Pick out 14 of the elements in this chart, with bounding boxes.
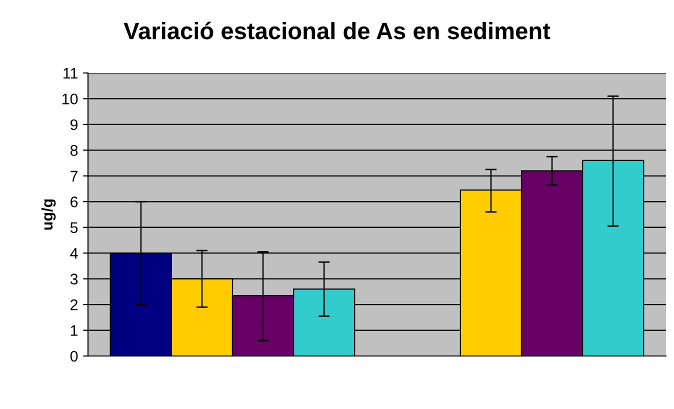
y-tick-label: 6 xyxy=(70,196,78,208)
y-tick-label: 7 xyxy=(70,170,78,182)
y-tick-label: 11 xyxy=(64,68,78,79)
y-axis-title: ug/g xyxy=(41,199,56,230)
y-tick-label: 9 xyxy=(70,119,78,130)
y-tick-label: 8 xyxy=(70,145,78,156)
y-tick-label: 4 xyxy=(70,248,78,259)
y-tick-label: 2 xyxy=(70,299,78,310)
y-tick-label: 1 xyxy=(70,325,78,336)
y-tick-label: 0 xyxy=(70,350,78,362)
chart-title: Variació estacional de As en sediment xyxy=(124,22,550,40)
y-tick-label: 10 xyxy=(62,94,78,104)
y-tick-label: 5 xyxy=(70,222,78,234)
y-tick-label: 3 xyxy=(70,274,78,285)
